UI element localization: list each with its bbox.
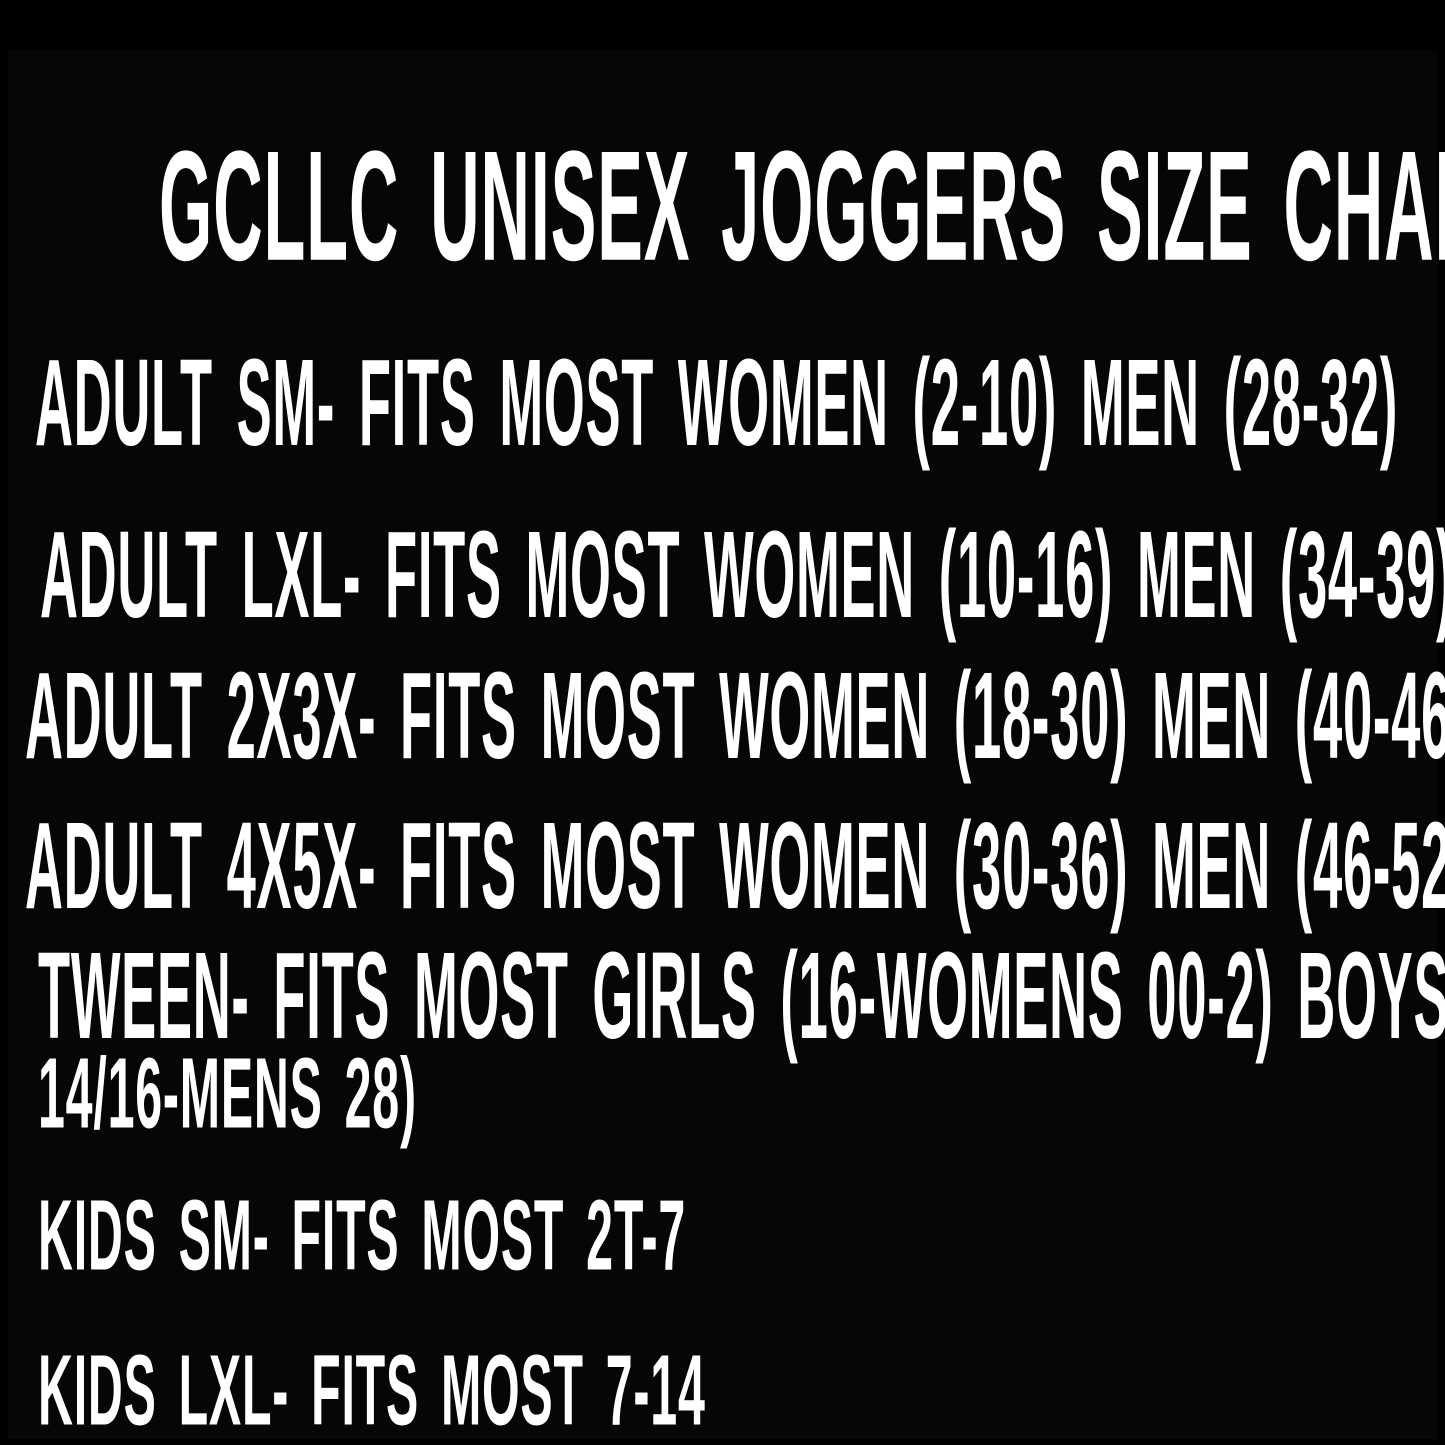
row-tween-continued: 14/16-MENS 28) [38, 1038, 417, 1151]
row-adult-lxl: ADULT LXL- FITS MOST WOMEN (10-16) MEN (… [40, 507, 1445, 645]
row-adult-2x3x: ADULT 2X3X- FITS MOST WOMEN (18-30) MEN … [25, 648, 1445, 786]
row-adult-sm: ADULT SM- FITS MOST WOMEN (2-10) MEN (28… [35, 335, 1399, 473]
row-kids-lxl: KIDS LXL- FITS MOST 7-14 [38, 1335, 706, 1445]
row-adult-4x5x: ADULT 4X5X- FITS MOST WOMEN (30-36) MEN … [25, 798, 1445, 936]
row-kids-sm: KIDS SM- FITS MOST 2T-7 [38, 1180, 687, 1293]
page-title: GCLLC UNISEX JOGGERS SIZE CHART [158, 117, 1445, 294]
row-tween: TWEEN- FITS MOST GIRLS (16-WOMENS 00-2) … [38, 928, 1445, 1066]
flyer-background [8, 50, 1437, 1439]
